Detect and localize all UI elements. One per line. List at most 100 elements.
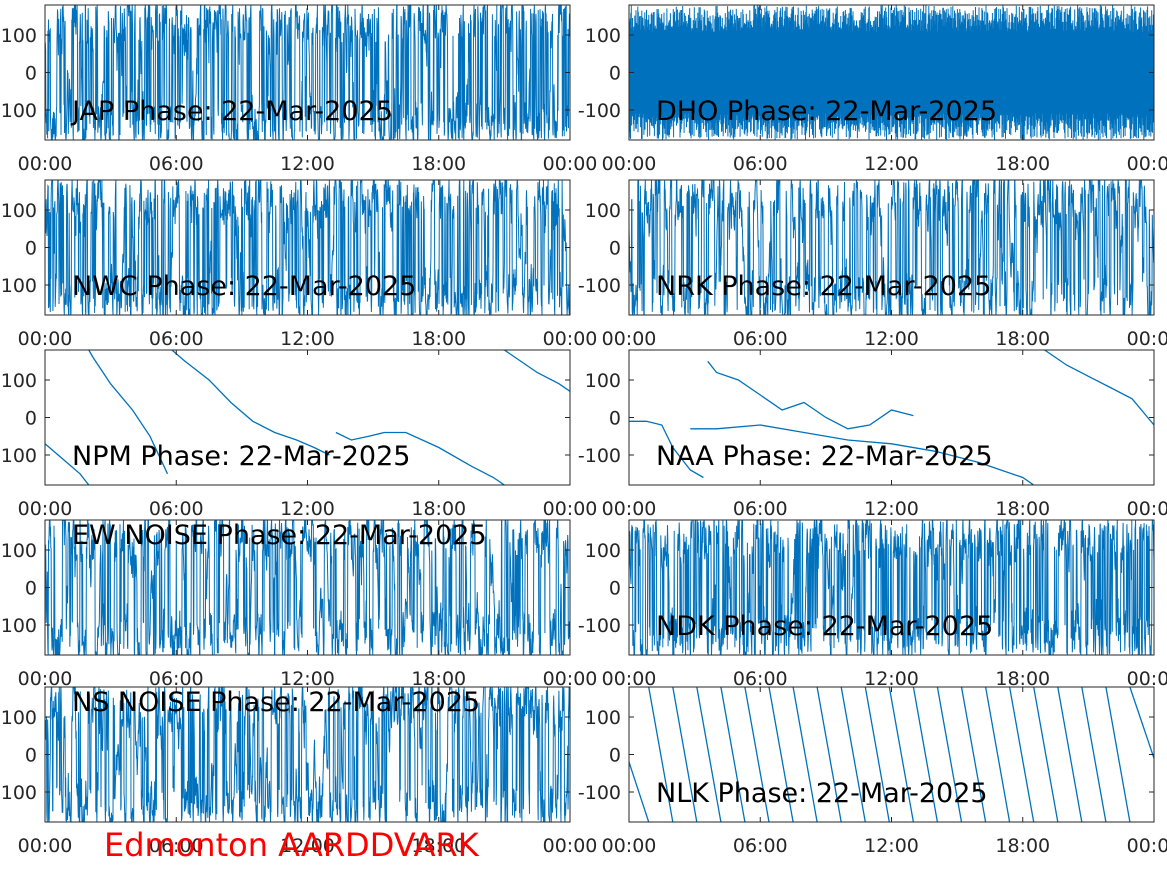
x-tick-label: 06:00 bbox=[733, 153, 788, 175]
series-segment-22 bbox=[1129, 687, 1154, 759]
x-tick-label: 00:00 bbox=[1127, 328, 1167, 350]
x-tick-label: 12:00 bbox=[280, 668, 335, 690]
x-tick-label: 12:00 bbox=[280, 835, 335, 857]
y-tick-label: 0 bbox=[609, 745, 621, 767]
x-tick-label: 00:00 bbox=[602, 498, 657, 520]
series-segment-3 bbox=[171, 350, 330, 456]
x-tick-label: 00:00 bbox=[1127, 835, 1167, 857]
x-tick-label: 06:00 bbox=[149, 153, 204, 175]
series-segment-4 bbox=[696, 687, 722, 822]
series-segment-1 bbox=[629, 761, 650, 822]
subplot-8: 100 0 -100 00:00 06:00 12:00 18:00 00:00 NDK Pha… bbox=[578, 519, 1167, 690]
y-tick-label: 100 bbox=[585, 540, 621, 562]
series-segment-21 bbox=[1105, 687, 1131, 822]
x-tick-label: 06:00 bbox=[733, 498, 788, 520]
y-tick-label: 0 bbox=[609, 578, 621, 600]
x-tick-label: 18:00 bbox=[411, 153, 466, 175]
series-segment-5 bbox=[504, 350, 570, 392]
y-tick-label: 0 bbox=[25, 408, 37, 430]
x-tick-label: 00:00 bbox=[543, 835, 598, 857]
x-tick-label: 00:00 bbox=[543, 668, 598, 690]
x-tick-label: 00:00 bbox=[1127, 153, 1167, 175]
y-tick-label: 0 bbox=[25, 745, 37, 767]
y-tick-label: -100 bbox=[578, 615, 621, 637]
x-tick-label: 00:00 bbox=[543, 328, 598, 350]
x-tick-label: 18:00 bbox=[995, 328, 1050, 350]
x-tick-label: 06:00 bbox=[733, 835, 788, 857]
series-segment-4 bbox=[1044, 350, 1154, 426]
plot-area bbox=[629, 5, 1154, 140]
x-tick-label: 00:00 bbox=[18, 498, 73, 520]
series-line bbox=[45, 180, 570, 315]
series-line bbox=[629, 180, 1154, 315]
x-tick-label: 18:00 bbox=[995, 498, 1050, 520]
x-tick-label: 12:00 bbox=[280, 153, 335, 175]
x-tick-label: 00:00 bbox=[543, 498, 598, 520]
series-segment-9 bbox=[816, 687, 842, 822]
plot-area bbox=[45, 350, 570, 485]
subplot-title: JAP Phase: 22-Mar-2025 bbox=[70, 96, 393, 127]
y-tick-label: 0 bbox=[609, 238, 621, 260]
subplot-title: NPM Phase: 22-Mar-2025 bbox=[72, 441, 410, 472]
x-tick-label: 18:00 bbox=[995, 668, 1050, 690]
subplot-5: 100 0 -100 00:00 06:00 12:00 18:00 00:00 NPM Pha… bbox=[0, 349, 598, 520]
x-tick-label: 00:00 bbox=[18, 668, 73, 690]
plot-area bbox=[45, 687, 570, 822]
x-tick-label: 18:00 bbox=[411, 498, 466, 520]
x-tick-label: 00:00 bbox=[1127, 668, 1167, 690]
subplot-3: 100 0 -100 00:00 06:00 12:00 18:00 00:00 NWC Pha… bbox=[0, 179, 598, 350]
station-label: Edmonton AARDDVARK bbox=[104, 826, 479, 864]
y-tick-label: 0 bbox=[609, 63, 621, 85]
x-tick-label: 12:00 bbox=[864, 835, 919, 857]
x-tick-label: 12:00 bbox=[864, 328, 919, 350]
y-tick-label: 100 bbox=[1, 540, 37, 562]
plot-area bbox=[629, 350, 1154, 485]
series-segment-5 bbox=[720, 687, 746, 822]
series-segment-10 bbox=[840, 687, 866, 822]
x-tick-label: 12:00 bbox=[864, 498, 919, 520]
y-tick-label: -100 bbox=[0, 615, 37, 637]
series-segment-15 bbox=[960, 687, 987, 822]
x-tick-label: 18:00 bbox=[995, 153, 1050, 175]
y-tick-label: -100 bbox=[0, 275, 37, 297]
subplot-title: NS NOISE Phase: 22-Mar-2025 bbox=[72, 687, 480, 718]
x-tick-label: 00:00 bbox=[602, 328, 657, 350]
x-tick-label: 06:00 bbox=[149, 328, 204, 350]
subplot-7: 100 0 -100 00:00 06:00 12:00 18:00 00:00 EW NOIS… bbox=[0, 519, 598, 690]
plot-area bbox=[45, 180, 570, 315]
plot-area bbox=[45, 5, 570, 140]
y-tick-label: 100 bbox=[585, 200, 621, 222]
series-segment-13 bbox=[912, 687, 939, 822]
series-segment-12 bbox=[888, 687, 915, 822]
x-tick-label: 00:00 bbox=[602, 835, 657, 857]
subplot-6: 100 0 -100 00:00 06:00 12:00 18:00 00:00 NAA Pha… bbox=[578, 349, 1167, 520]
y-tick-label: 0 bbox=[609, 408, 621, 430]
series-segment-16 bbox=[984, 687, 1011, 822]
series-segment-17 bbox=[1008, 687, 1035, 822]
series-line bbox=[629, 5, 1154, 140]
y-tick-label: 100 bbox=[1, 25, 37, 47]
y-tick-label: 100 bbox=[585, 370, 621, 392]
x-tick-label: 06:00 bbox=[149, 498, 204, 520]
series-segment-7 bbox=[768, 687, 794, 822]
y-tick-label: 100 bbox=[585, 25, 621, 47]
x-tick-label: 00:00 bbox=[602, 153, 657, 175]
x-tick-label: 18:00 bbox=[411, 668, 466, 690]
x-tick-label: 12:00 bbox=[280, 328, 335, 350]
y-tick-label: -100 bbox=[0, 100, 37, 122]
series-segment-14 bbox=[936, 687, 963, 822]
series-segment-3 bbox=[690, 424, 1035, 485]
series-segment-11 bbox=[864, 687, 890, 822]
series-segment-6 bbox=[744, 687, 770, 822]
y-tick-label: 0 bbox=[25, 238, 37, 260]
series-line bbox=[629, 520, 1154, 655]
subplot-10: 100 0 -100 00:00 06:00 12:00 18:00 00:00 NLK Pha… bbox=[578, 686, 1167, 857]
x-tick-label: 12:00 bbox=[864, 668, 919, 690]
y-tick-label: -100 bbox=[0, 782, 37, 804]
y-tick-label: -100 bbox=[578, 445, 621, 467]
subplot-title: EW NOISE Phase: 22-Mar-2025 bbox=[72, 520, 487, 551]
subplot-title: NLK Phase: 22-Mar-2025 bbox=[656, 778, 988, 809]
plot-area bbox=[629, 520, 1154, 655]
subplot-2: 100 0 -100 00:00 06:00 12:00 18:00 00:00 DHO Pha… bbox=[578, 4, 1167, 175]
